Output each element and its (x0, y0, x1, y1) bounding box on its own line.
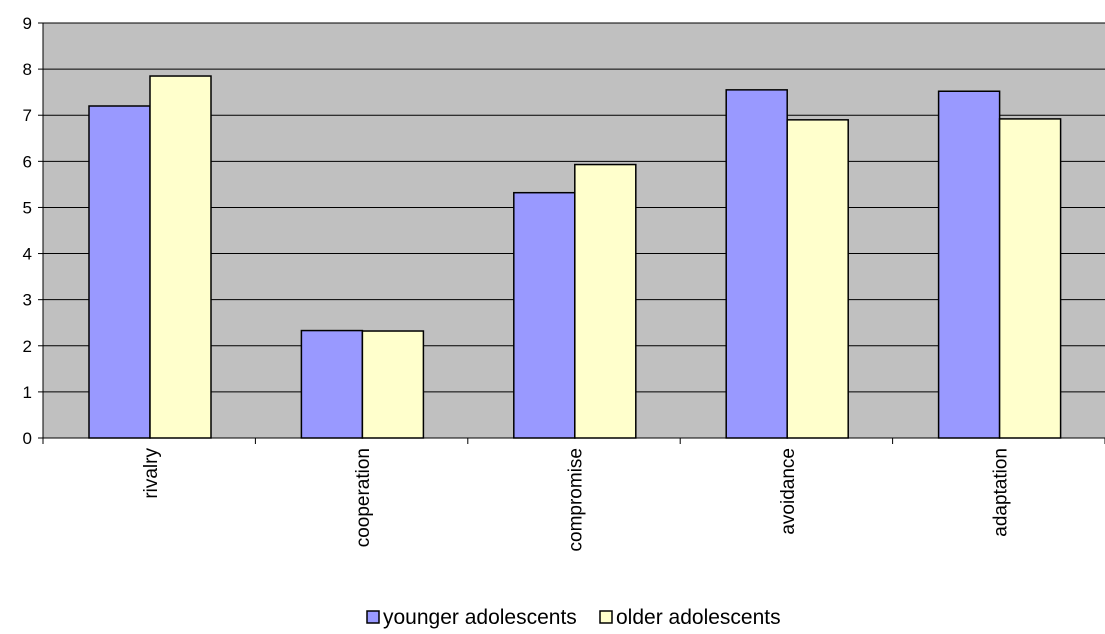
bar-cooperation-1 (361, 330, 425, 439)
y-tick-label: 8 (23, 60, 32, 79)
bar-rivalry-1 (149, 75, 212, 439)
bar-adaptation-0 (937, 90, 1001, 439)
y-tick-label: 0 (23, 429, 32, 448)
x-tick-label-rivalry: rivalry (141, 448, 162, 499)
x-tick-label-cooperation: cooperation (353, 448, 374, 547)
bars (88, 75, 1062, 439)
x-tick-label-compromise: compromise (566, 448, 587, 551)
bar-compromise-1 (574, 163, 637, 439)
y-tick-label: 1 (23, 383, 32, 402)
x-tick-label-adaptation: adaptation (990, 448, 1011, 537)
bar-rivalry-0 (88, 105, 151, 439)
y-tick-label: 9 (23, 14, 32, 33)
bar-compromise-0 (513, 191, 576, 439)
legend-swatch-0 (366, 610, 380, 624)
bar-cooperation-0 (300, 329, 364, 439)
bar-avoidance-0 (725, 89, 788, 439)
bar-avoidance-1 (786, 119, 849, 439)
y-tick-label: 7 (23, 106, 32, 125)
y-tick-label: 6 (23, 152, 32, 171)
legend-swatch-1 (599, 610, 613, 624)
axes (42, 23, 1105, 439)
bar-adaptation-1 (998, 118, 1062, 439)
x-axis-ticks: rivalry cooperation compromise avoidance ada… (42, 438, 1105, 551)
legend: younger adolescents older adolescents (366, 606, 781, 629)
y-axis-ticks: 0 1 2 3 4 5 6 7 8 9 (23, 14, 43, 448)
legend-label-0: younger adolescents (383, 606, 577, 629)
y-tick-label: 2 (23, 337, 32, 356)
legend-label-1: older adolescents (616, 606, 781, 629)
y-tick-label: 4 (23, 245, 32, 264)
y-tick-label: 5 (23, 198, 32, 217)
y-tick-label: 3 (23, 291, 32, 310)
x-tick-label-avoidance: avoidance (778, 448, 799, 535)
